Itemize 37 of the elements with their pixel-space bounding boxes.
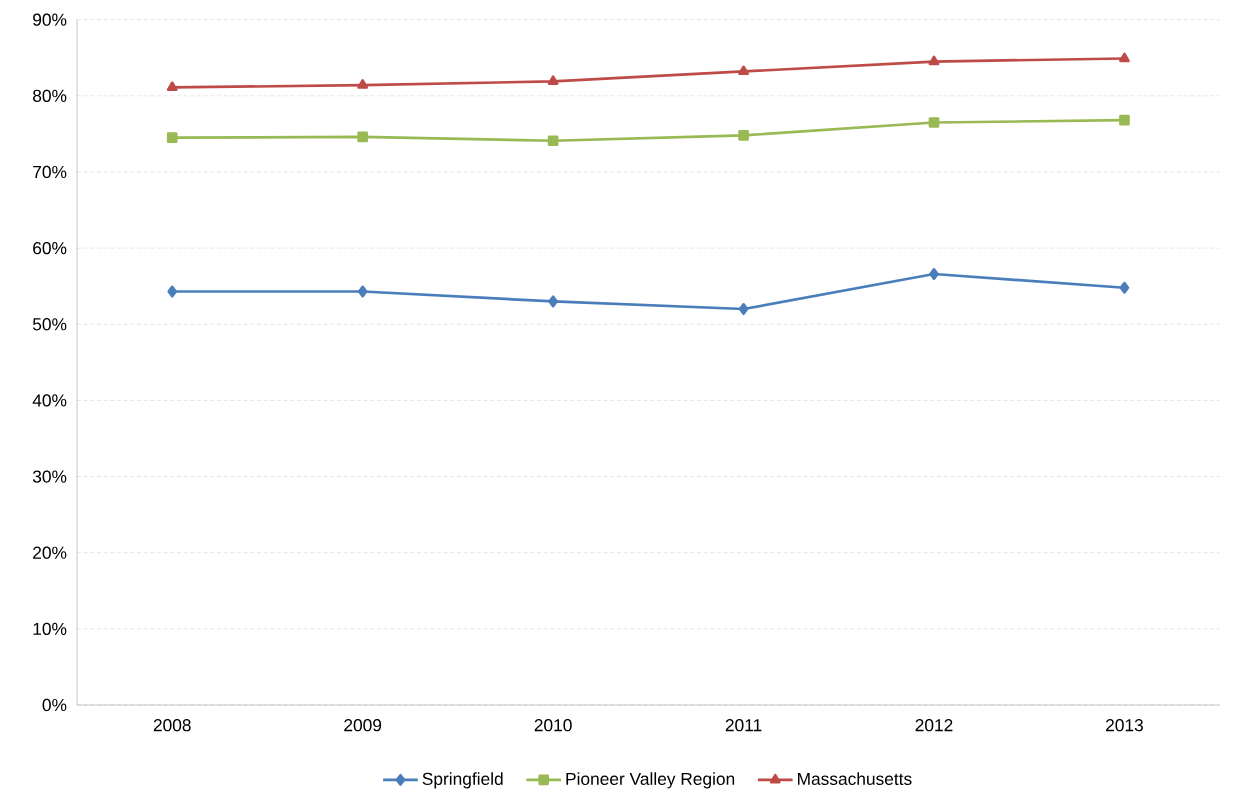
- point: [357, 131, 369, 143]
- point: [357, 285, 368, 298]
- point: [1119, 114, 1130, 126]
- point: [929, 268, 939, 281]
- point: [167, 285, 178, 298]
- point: [548, 295, 558, 308]
- point: [547, 135, 559, 147]
- y-tick-label: 80%: [33, 89, 67, 102]
- y-tick-label: 0%: [42, 698, 67, 712]
- y-tick-label: 30%: [32, 470, 67, 483]
- point: [1119, 281, 1130, 294]
- point: [928, 55, 940, 66]
- point: [738, 130, 749, 141]
- point: [166, 81, 178, 92]
- x-tick-label: 2008: [153, 719, 191, 732]
- y-tick-label: 70%: [33, 165, 67, 179]
- y-tick-label: 40%: [32, 394, 67, 407]
- point: [928, 117, 940, 128]
- point: [547, 75, 559, 86]
- x-tick-label: 2011: [725, 719, 762, 732]
- point: [738, 303, 749, 316]
- y-tick-label: 10%: [33, 622, 67, 635]
- y-tick-label: 50%: [32, 318, 67, 331]
- point: [738, 65, 749, 76]
- y-tick-label: 20%: [33, 546, 67, 559]
- x-tick-label: 2013: [1106, 719, 1143, 732]
- point: [357, 79, 369, 89]
- x-tick-label: 2012: [915, 719, 953, 732]
- legend-label: Springfield: [422, 772, 503, 789]
- point: [166, 132, 178, 144]
- legend-label: Pioneer Valley Region: [566, 772, 735, 789]
- x-tick-label: 2009: [344, 719, 382, 732]
- x-tick-label: 2010: [534, 719, 572, 732]
- y-tick-label: 60%: [33, 241, 67, 255]
- y-tick-label: 90%: [33, 13, 67, 26]
- point: [1119, 52, 1130, 63]
- legend-label: Massachusetts: [798, 772, 912, 786]
